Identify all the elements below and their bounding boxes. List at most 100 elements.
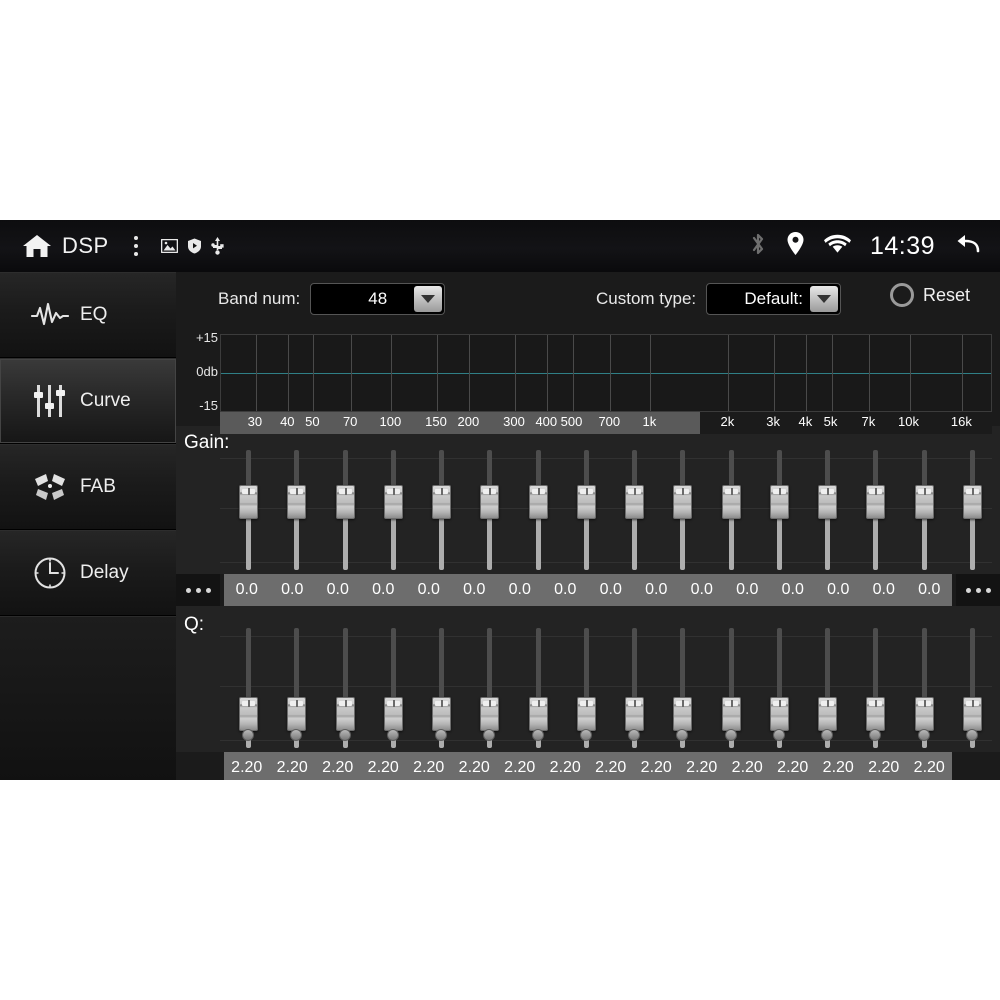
slider-thumb[interactable]	[962, 484, 982, 519]
slider-thumb[interactable]	[432, 697, 452, 732]
slider[interactable]	[962, 628, 982, 748]
gain-value-cell[interactable]: 0.0	[872, 581, 895, 598]
slider-nub[interactable]	[290, 729, 303, 742]
slider-thumb[interactable]	[480, 697, 500, 732]
slider[interactable]	[383, 450, 403, 570]
slider-thumb[interactable]	[287, 697, 307, 732]
slider-nub[interactable]	[483, 729, 496, 742]
slider-nub[interactable]	[435, 729, 448, 742]
slider[interactable]	[431, 628, 452, 748]
gain-value-cell[interactable]: 0.0	[918, 581, 941, 598]
slider[interactable]	[865, 450, 886, 570]
q-value-cell[interactable]: 2.20	[777, 759, 809, 776]
slider[interactable]	[721, 450, 741, 570]
slider[interactable]	[576, 628, 596, 748]
q-value-cell[interactable]: 2.20	[231, 759, 263, 776]
slider-thumb[interactable]	[335, 697, 355, 732]
gain-slider-group[interactable]	[220, 450, 992, 570]
gain-value-cell[interactable]: 0.0	[690, 581, 713, 598]
slider-thumb[interactable]	[818, 697, 838, 732]
slider-thumb[interactable]	[335, 484, 355, 519]
gain-more-left-button[interactable]	[176, 574, 220, 606]
slider-nub[interactable]	[579, 729, 592, 742]
slider[interactable]	[817, 628, 838, 748]
slider[interactable]	[769, 628, 789, 748]
gain-value-cell[interactable]: 0.0	[463, 581, 486, 598]
home-icon[interactable]	[22, 233, 52, 259]
slider[interactable]	[672, 450, 693, 570]
slider-thumb[interactable]	[914, 697, 934, 732]
gain-value-cell[interactable]: 0.0	[736, 581, 759, 598]
slider-thumb[interactable]	[576, 697, 596, 732]
slider-thumb[interactable]	[383, 697, 403, 732]
back-arrow-icon[interactable]	[954, 233, 980, 260]
slider-thumb[interactable]	[673, 697, 693, 732]
gain-value-cell[interactable]: 0.0	[235, 581, 258, 598]
shield-play-icon[interactable]	[187, 238, 202, 254]
slider-nub[interactable]	[821, 729, 834, 742]
q-values-strip[interactable]: 2.20 2.20 2.20 2.20 2.20 2.20 2.20 2.20 2.20 2.20…	[224, 752, 952, 780]
slider-thumb[interactable]	[818, 484, 838, 519]
slider-thumb[interactable]	[962, 697, 982, 732]
slider-nub[interactable]	[531, 729, 544, 742]
slider[interactable]	[335, 628, 355, 748]
slider[interactable]	[865, 628, 886, 748]
slider-thumb[interactable]	[287, 484, 307, 519]
slider[interactable]	[672, 628, 693, 748]
gain-value-cell[interactable]: 0.0	[645, 581, 668, 598]
slider-thumb[interactable]	[673, 484, 693, 519]
slider-thumb[interactable]	[576, 484, 596, 519]
slider-thumb[interactable]	[625, 697, 645, 732]
slider[interactable]	[624, 628, 645, 748]
slider-nub[interactable]	[386, 729, 399, 742]
slider[interactable]	[431, 450, 452, 570]
gain-value-cell[interactable]: 0.0	[781, 581, 804, 598]
q-value-cell[interactable]: 2.20	[686, 759, 718, 776]
q-value-cell[interactable]: 2.20	[913, 759, 945, 776]
bluetooth-icon[interactable]	[749, 231, 767, 262]
slider[interactable]	[576, 450, 596, 570]
q-value-cell[interactable]: 2.20	[549, 759, 581, 776]
band-num-select[interactable]: 48	[310, 283, 446, 315]
slider[interactable]	[624, 450, 645, 570]
image-icon[interactable]	[160, 239, 178, 253]
slider-thumb[interactable]	[721, 484, 741, 519]
q-value-cell[interactable]: 2.20	[731, 759, 763, 776]
gain-value-cell[interactable]: 0.0	[508, 581, 531, 598]
slider[interactable]	[383, 628, 403, 748]
slider-thumb[interactable]	[625, 484, 645, 519]
slider[interactable]	[528, 450, 548, 570]
q-value-cell[interactable]: 2.20	[458, 759, 490, 776]
more-vertical-icon[interactable]	[125, 232, 147, 260]
slider[interactable]	[286, 628, 307, 748]
q-value-cell[interactable]: 2.20	[868, 759, 900, 776]
slider[interactable]	[238, 628, 259, 748]
slider-thumb[interactable]	[383, 484, 403, 519]
slider-thumb[interactable]	[866, 697, 886, 732]
eq-curve-graph[interactable]: +15 0db -15 30 40 50 70 100 150 200 300 400 500 70…	[176, 326, 1000, 434]
gain-value-cell[interactable]: 0.0	[827, 581, 850, 598]
gain-value-cell[interactable]: 0.0	[281, 581, 304, 598]
slider[interactable]	[721, 628, 741, 748]
slider[interactable]	[962, 450, 982, 570]
slider-thumb[interactable]	[239, 697, 259, 732]
slider-nub[interactable]	[917, 729, 930, 742]
slider-thumb[interactable]	[866, 484, 886, 519]
q-value-cell[interactable]: 2.20	[504, 759, 536, 776]
slider-nub[interactable]	[869, 729, 882, 742]
gain-value-cell[interactable]: 0.0	[326, 581, 349, 598]
location-pin-icon[interactable]	[786, 231, 805, 262]
usb-icon[interactable]	[211, 237, 224, 255]
q-value-cell[interactable]: 2.20	[640, 759, 672, 776]
slider[interactable]	[479, 628, 500, 748]
q-slider-group[interactable]	[220, 628, 992, 748]
slider[interactable]	[528, 628, 548, 748]
graph-plot-area[interactable]	[220, 334, 992, 412]
reset-button[interactable]: Reset	[889, 283, 970, 307]
slider-thumb[interactable]	[528, 484, 548, 519]
slider-nub[interactable]	[772, 729, 785, 742]
chevron-down-icon[interactable]	[810, 286, 839, 312]
q-value-cell[interactable]: 2.20	[595, 759, 627, 776]
slider-nub[interactable]	[724, 729, 737, 742]
slider-thumb[interactable]	[769, 697, 789, 732]
